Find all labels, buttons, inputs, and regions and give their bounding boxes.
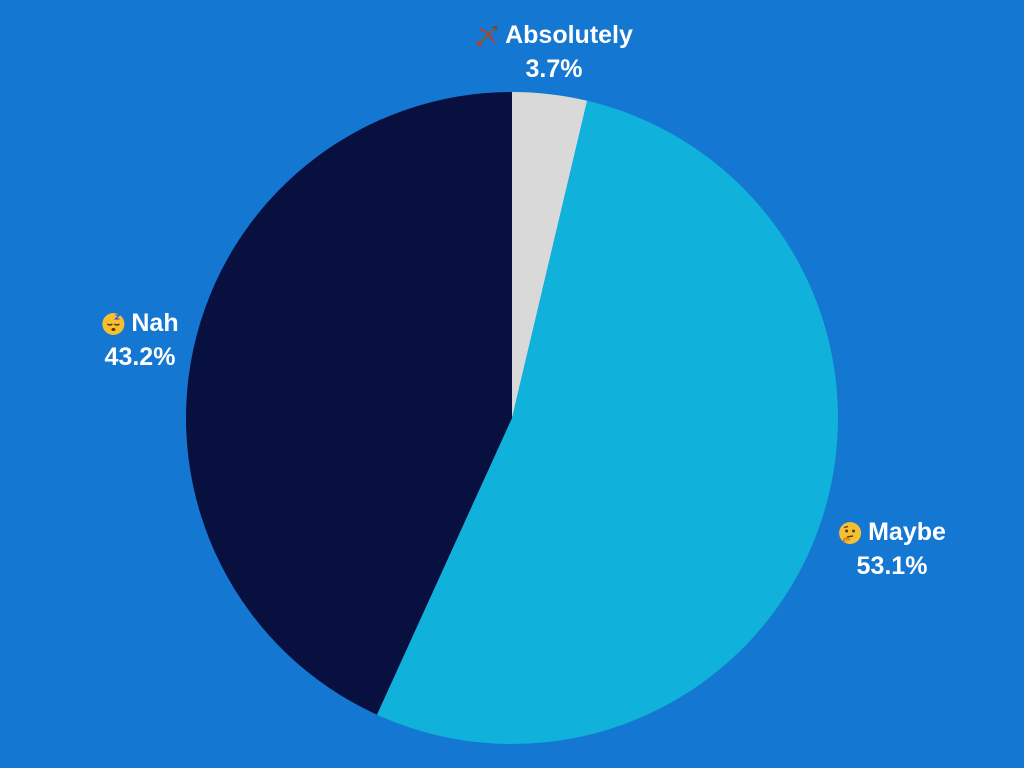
slice-label-maybe: Maybe 53.1% — [838, 515, 946, 583]
slice-label-nah: Nah 43.2% — [101, 306, 179, 374]
pie-slice-nah — [186, 92, 512, 715]
pie-slice-absolutely — [512, 92, 588, 418]
bow-and-arrow-icon — [475, 23, 499, 47]
thinking-face-icon — [838, 520, 862, 544]
sleeping-face-icon — [101, 311, 125, 335]
slice-label-value: 53.1% — [856, 552, 928, 580]
pie-slice-maybe — [376, 100, 839, 745]
slice-label-name: Nah — [131, 309, 179, 337]
slice-label-name: Absolutely — [505, 21, 633, 49]
slice-label-value: 43.2% — [104, 343, 176, 371]
slice-label-absolutely: Absolutely 3.7% — [475, 18, 633, 86]
slice-label-value: 3.7% — [525, 55, 583, 83]
slice-label-name: Maybe — [868, 518, 946, 546]
